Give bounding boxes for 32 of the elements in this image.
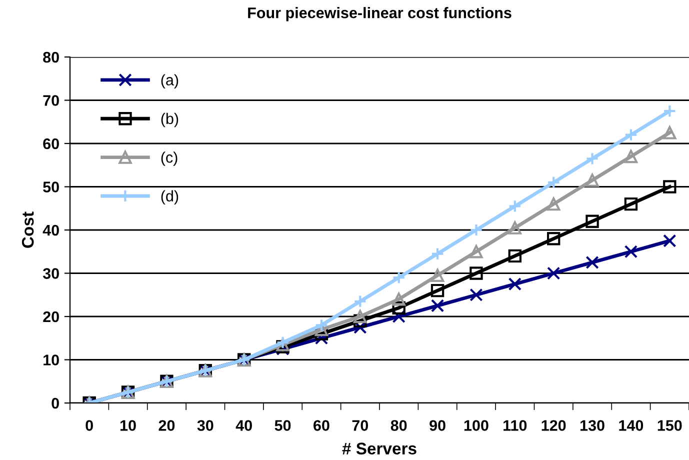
x-tick-label: 30 — [197, 420, 214, 431]
y-tick-label: 60 — [43, 138, 59, 150]
legend-label: (d) — [161, 190, 178, 205]
x-tick-label: 0 — [86, 420, 93, 431]
x-tick-label: 140 — [619, 420, 644, 431]
chart-title: Four piecewise-linear cost functions — [248, 7, 512, 22]
y-axis-title: Cost — [22, 212, 34, 248]
y-tick-label: 50 — [43, 182, 59, 192]
y-tick-label: 80 — [43, 52, 59, 63]
x-axis-title: # Servers — [342, 442, 416, 454]
y-tick-label: 30 — [42, 268, 59, 279]
x-tick-label: 10 — [120, 420, 136, 431]
legend-label: (a) — [161, 74, 178, 88]
x-tick-label: 80 — [390, 420, 407, 431]
x-tick-label: 120 — [542, 420, 566, 431]
x-tick-label: 40 — [236, 420, 252, 431]
y-tick-label: 0 — [52, 398, 59, 409]
legend-label: (c) — [161, 152, 178, 166]
x-tick-label: 110 — [504, 420, 527, 431]
x-tick-label: 20 — [158, 420, 175, 431]
y-tick-label: 70 — [43, 95, 59, 106]
x-tick-label: 150 — [658, 420, 682, 431]
x-tick-label: 50 — [274, 420, 291, 431]
y-tick-label: 40 — [42, 224, 59, 236]
x-tick-label: 60 — [314, 420, 330, 431]
x-tick-label: 70 — [352, 420, 368, 431]
y-tick-label: 20 — [43, 311, 59, 322]
x-tick-label: 130 — [580, 420, 604, 431]
legend-label: (b) — [161, 112, 178, 128]
x-tick-label: 90 — [430, 420, 446, 431]
y-tick-label: 10 — [44, 354, 59, 366]
x-tick-label: 100 — [464, 420, 488, 431]
